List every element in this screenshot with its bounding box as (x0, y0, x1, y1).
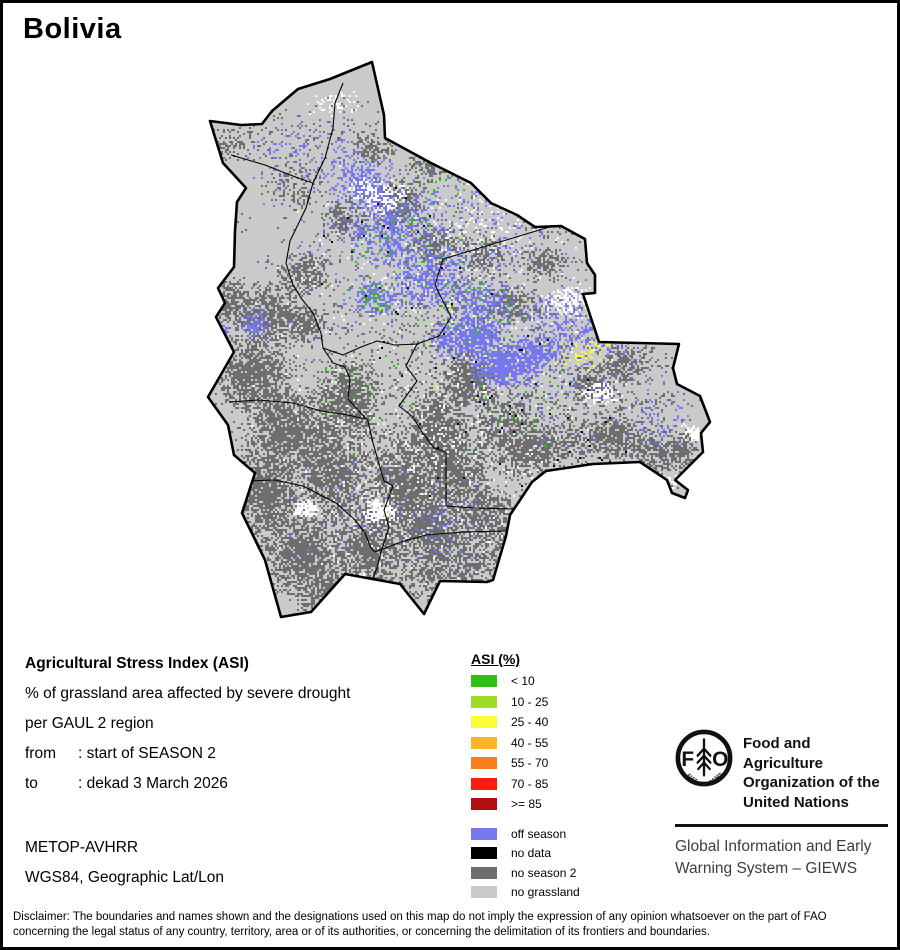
legend-label: 40 - 55 (511, 735, 549, 750)
legend-swatch (471, 798, 497, 810)
legend-label: off season (511, 826, 567, 841)
sensor-name: METOP-AVHRR (25, 839, 139, 856)
from-value: : start of SEASON 2 (78, 745, 216, 762)
legend-row: 25 - 40 (471, 715, 580, 729)
legend-row: < 10 (471, 674, 580, 688)
legend-label: 70 - 85 (511, 776, 549, 791)
legend-label: 25 - 40 (511, 715, 549, 729)
svg-text:F: F (681, 748, 694, 771)
legend-label: 10 - 25 (511, 694, 549, 709)
legend-swatch (471, 675, 497, 687)
legend-row: no grassland (471, 885, 580, 899)
disclaimer-text: Disclaimer: The boundaries and names sho… (13, 911, 827, 938)
legend-swatch (471, 716, 497, 728)
legend-label: no grassland (511, 885, 580, 899)
asi-legend: ASI (%) < 10 10 - 25 25 - 40 40 - 55 55 … (471, 651, 580, 905)
legend-swatch (471, 736, 497, 749)
legend-swatch (471, 757, 497, 769)
legend-row: 70 - 85 (471, 777, 580, 791)
legend-label: no season 2 (511, 865, 577, 880)
period-to-row: to : dekad 3 March 2026 (25, 769, 465, 799)
legend-row: >= 85 (471, 797, 580, 811)
legend-gap (471, 818, 580, 827)
legend-title: ASI (%) (471, 651, 520, 667)
legend-label: >= 85 (511, 797, 542, 811)
legend-swatch (471, 886, 497, 898)
legend-label: < 10 (511, 674, 535, 688)
fao-org-name: Food and Agriculture Organization of the… (743, 735, 880, 811)
projection-name: WGS84, Geographic Lat/Lon (25, 869, 225, 886)
svg-text:O: O (712, 748, 728, 771)
wheat-ear-icon (696, 738, 712, 777)
legend-row: no data (471, 846, 580, 860)
legend-swatch (471, 777, 497, 790)
giews-name: Global Information and Early Warning Sys… (675, 837, 872, 877)
legend-swatch (471, 866, 497, 879)
to-value: : dekad 3 March 2026 (78, 775, 228, 792)
legend-row: 40 - 55 (471, 736, 580, 750)
fao-divider (675, 824, 888, 827)
legend-swatch (471, 847, 497, 859)
sensor-block: METOP-AVHRR WGS84, Geographic Lat/Lon (25, 833, 224, 893)
bolivia-asi-map (3, 3, 897, 663)
legend-swatch (471, 695, 497, 708)
asi-heading: Agricultural Stress Index (ASI) (25, 655, 249, 672)
legend-row: off season (471, 827, 580, 841)
legend-label: 55 - 70 (511, 756, 549, 770)
period-from-row: from : start of SEASON 2 (25, 739, 465, 769)
legend-row: no season 2 (471, 866, 580, 880)
legend-label: no data (511, 846, 552, 860)
legend-row: 10 - 25 (471, 695, 580, 709)
from-label: from (25, 745, 56, 762)
info-subtitle-2: per GAUL 2 region (25, 715, 154, 732)
fao-branding-block: F O FIAT PANIS Food and Agriculture Orga… (675, 729, 890, 880)
legend-row: 55 - 70 (471, 756, 580, 770)
page-title: Bolivia (23, 13, 122, 45)
to-label: to (25, 775, 38, 792)
info-subtitle-1: % of grassland area affected by severe d… (25, 685, 351, 702)
fao-logo-icon: F O FIAT PANIS (675, 729, 733, 787)
map-info-block: Agricultural Stress Index (ASI) % of gra… (25, 649, 465, 799)
legend-swatch (471, 827, 497, 840)
